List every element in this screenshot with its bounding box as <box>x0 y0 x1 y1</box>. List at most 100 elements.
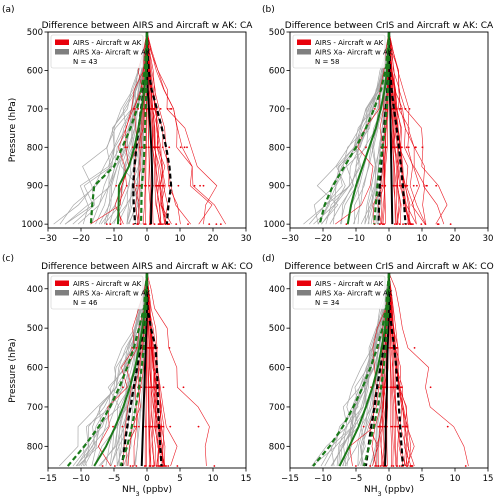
retrieval-point <box>187 223 189 226</box>
y-tick-label: 800 <box>27 442 43 452</box>
y-tick-label: 500 <box>27 28 43 38</box>
retrieval-point <box>393 146 396 149</box>
x-tick-label: 20 <box>208 234 219 244</box>
y-tick-label: 700 <box>27 105 43 115</box>
retrieval-point <box>159 425 162 428</box>
retrieval-point <box>409 465 412 467</box>
retrieval-point <box>365 146 367 149</box>
retrieval-point <box>355 465 357 467</box>
retrieval-point <box>390 465 393 467</box>
retrieval-point <box>160 223 163 226</box>
retrieval-point <box>141 146 144 149</box>
x-tick-label: −10 <box>314 474 332 484</box>
retrieval-point <box>396 184 399 187</box>
retrieval-profile-line <box>388 273 415 467</box>
retrieval-profile-line <box>146 273 210 467</box>
x-tick-label: 5 <box>419 474 424 484</box>
x-tick-label: −15 <box>281 474 299 484</box>
retrieval-point <box>380 425 382 428</box>
legend-label: AIRS - Aircraft w AK <box>73 39 142 47</box>
retrieval-point <box>407 223 410 226</box>
x-tick-label: −15 <box>39 474 57 484</box>
retrieval-point <box>177 184 180 187</box>
retrieval-point <box>129 465 132 467</box>
retrieval-point <box>168 223 171 226</box>
retrieval-point <box>199 184 201 187</box>
retrieval-point <box>405 425 408 428</box>
retrieval-point <box>213 465 216 467</box>
retrieval-point <box>383 146 385 149</box>
series-line-xa-mean <box>346 32 390 225</box>
legend-label: AIRS Xa- Aircraft w AK <box>73 49 151 57</box>
x-tick-label: 10 <box>208 474 219 484</box>
chart-panel: −15 −10 −5 0 5 10 15 400 500 600 700 800 Difference … <box>2 254 253 497</box>
retrieval-point <box>112 425 114 428</box>
retrieval-point <box>131 146 134 149</box>
retrieval-point <box>150 425 153 428</box>
retrieval-point <box>421 146 424 149</box>
retrieval-point <box>400 146 402 149</box>
panel-letter: (b) <box>262 5 275 15</box>
retrieval-point <box>135 184 138 187</box>
y-tick-label: 500 <box>269 324 285 334</box>
retrieval-point <box>148 425 151 428</box>
panel-title: Difference between AIRS and Aircraft w A… <box>42 21 254 31</box>
retrieval-point <box>208 223 211 226</box>
legend-box <box>50 275 144 310</box>
y-tick-label: 600 <box>27 66 43 76</box>
retrieval-point <box>135 346 138 349</box>
y-tick-label: 600 <box>269 364 285 374</box>
retrieval-point <box>362 425 365 428</box>
retrieval-point <box>169 107 171 110</box>
y-tick-label: 800 <box>269 143 285 153</box>
retrieval-point <box>149 386 152 389</box>
retrieval-point <box>140 386 143 389</box>
x-tick-label: −20 <box>314 234 332 244</box>
retrieval-point <box>426 184 428 187</box>
panel-title: Difference between CrIS and Aircraft w A… <box>285 21 494 31</box>
chart-panel: −30 −20 −10 0 10 20 30 500 600 700 800 900 1000 Diffe… <box>2 5 253 244</box>
retrieval-point <box>159 107 162 110</box>
retrieval-point <box>398 223 401 226</box>
retrieval-point <box>152 386 155 389</box>
x-tick-label: 15 <box>241 474 252 484</box>
retrieval-profile-line <box>146 273 178 467</box>
x-tick-label: 0 <box>144 474 149 484</box>
x-axis-label: NH3 (ppbv) <box>122 485 172 497</box>
retrieval-point <box>394 184 396 187</box>
retrieval-point <box>148 146 150 149</box>
retrieval-point <box>394 425 397 428</box>
series-line-xa-mean-plus-sd <box>362 273 391 467</box>
retrieval-point <box>382 386 385 389</box>
retrieval-profile-line <box>388 273 469 467</box>
retrieval-point <box>414 146 417 149</box>
retrieval-point <box>162 425 165 428</box>
retrieval-point <box>168 346 171 349</box>
x-tick-label: 30 <box>483 234 494 244</box>
retrieval-profile-line <box>388 273 412 467</box>
retrieval-point <box>143 465 146 467</box>
retrieval-point <box>143 223 146 226</box>
panel-letter: (c) <box>2 254 14 264</box>
legend-swatch <box>297 39 311 45</box>
x-tick-label: −30 <box>281 234 299 244</box>
retrieval-point <box>391 425 394 428</box>
legend-swatch <box>55 49 69 55</box>
y-tick-label: 400 <box>27 285 43 295</box>
retrieval-profile-line <box>146 32 166 225</box>
xa-profile-line <box>360 273 390 467</box>
y-tick-label: 800 <box>27 143 43 153</box>
retrieval-point <box>163 184 165 187</box>
y-axis-label: Pressure (hPa) <box>8 338 18 403</box>
retrieval-point <box>162 386 165 389</box>
retrieval-point <box>429 386 432 389</box>
chart-panel: −30 −20 −10 0 10 20 30 500 600 700 800 900 1000 Diffe… <box>262 5 494 244</box>
retrieval-point <box>197 425 200 428</box>
y-tick-label: 1000 <box>263 220 285 230</box>
retrieval-point <box>158 146 160 149</box>
retrieval-point <box>153 223 156 226</box>
x-tick-label: 10 <box>417 234 428 244</box>
plot-area <box>311 273 469 467</box>
retrieval-point <box>170 107 173 110</box>
